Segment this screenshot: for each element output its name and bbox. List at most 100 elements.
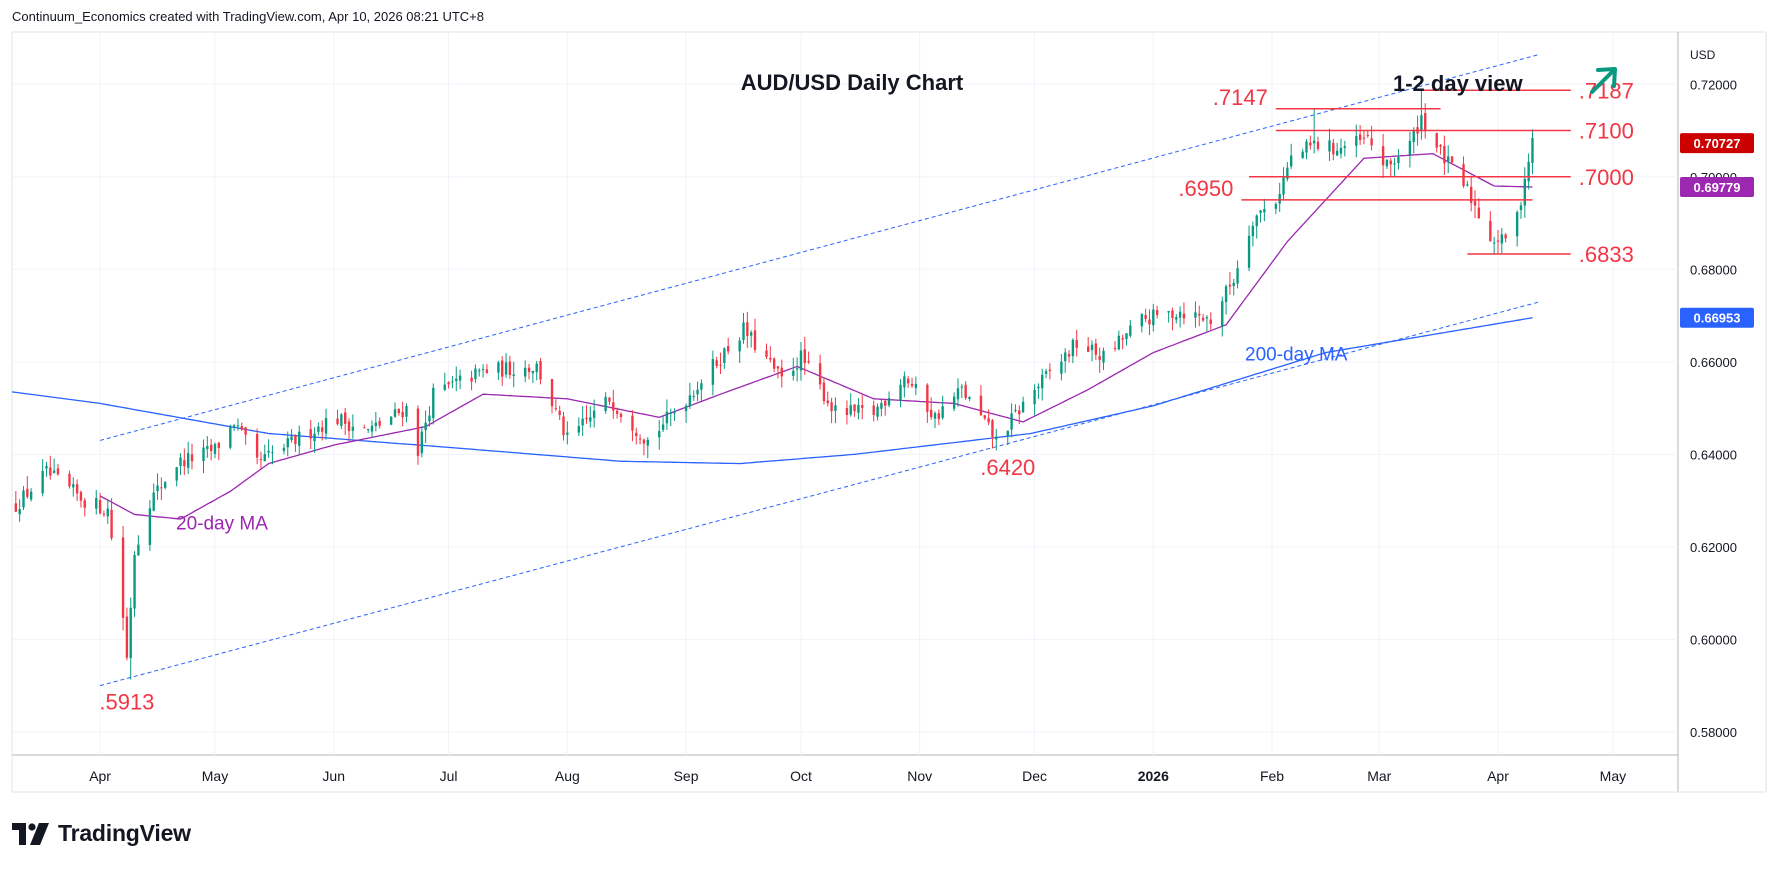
ma20-label: 20-day MA: [176, 513, 268, 534]
candle-body: [190, 454, 194, 462]
candle-body: [914, 383, 918, 388]
price-axis[interactable]: 0.58000 0.60000 0.62000 0.64000 0.66000 0.680…: [1690, 77, 1737, 740]
candle-body: [485, 369, 489, 373]
y-tick-label: 0.72000: [1690, 77, 1737, 92]
candle-body: [1140, 314, 1144, 327]
candle-body: [822, 382, 826, 402]
candle-body: [635, 432, 638, 437]
candle-body: [321, 427, 324, 432]
level-label: .6950: [1178, 176, 1233, 201]
candle-body: [1125, 333, 1128, 340]
candle-body: [1255, 215, 1258, 227]
plot-area: [12, 53, 1571, 687]
candle-body: [884, 400, 887, 406]
candle-body: [347, 421, 351, 432]
candle-body: [834, 405, 837, 411]
time-axis[interactable]: Apr May Jun Jul Aug Sep Oct Nov Dec 2026 Feb Mar Apr…: [89, 768, 1626, 784]
ma20-line: [99, 153, 1533, 520]
candle-body: [696, 389, 699, 395]
candle-body: [780, 367, 783, 377]
candle-body: [1006, 430, 1009, 437]
level-label: .7147: [1213, 85, 1268, 110]
candle-body: [1221, 301, 1224, 327]
candle-body: [26, 488, 29, 497]
candle-body: [432, 387, 435, 419]
x-tick-label: Apr: [1487, 768, 1509, 784]
candle-body: [183, 460, 186, 467]
candle-body: [684, 405, 688, 412]
candle-body: [1060, 361, 1063, 374]
candle-body: [470, 377, 473, 382]
candle-body: [148, 508, 152, 545]
candle-body: [795, 368, 799, 370]
view-label: 1-2 day view: [1393, 71, 1524, 96]
y-tick-label: 0.64000: [1690, 447, 1737, 462]
candle-body: [336, 418, 339, 425]
candle-body: [956, 388, 960, 400]
candle-body: [49, 467, 52, 476]
x-tick-label: May: [1600, 768, 1626, 784]
plot-pane[interactable]: [12, 32, 1678, 792]
candle-body: [1489, 220, 1492, 242]
candle-body: [566, 432, 569, 435]
candle-body: [968, 396, 971, 399]
candle-body: [1462, 164, 1465, 187]
candle-body: [692, 396, 695, 398]
y-tick-label: 0.58000: [1690, 725, 1737, 740]
candle-body: [344, 412, 347, 424]
candle-body: [1492, 242, 1496, 244]
candle-body: [765, 350, 768, 357]
candle-body: [887, 398, 891, 406]
candle-body: [1247, 235, 1251, 268]
candle-body: [1450, 156, 1454, 163]
currency-label: USD: [1690, 48, 1716, 62]
ma200-label: 200-day MA: [1245, 344, 1348, 365]
candle-body: [259, 458, 263, 461]
candle-body: [366, 428, 370, 431]
x-tick-label: Jul: [440, 768, 458, 784]
candle-body: [217, 442, 221, 449]
candle-body: [995, 436, 998, 440]
candle-body: [41, 470, 44, 494]
candle-body: [665, 411, 669, 424]
candle-body: [156, 485, 159, 492]
logo-text: TradingView: [58, 820, 191, 846]
candle-body: [1473, 200, 1477, 206]
candle-body: [727, 346, 730, 352]
candle-body: [769, 358, 772, 360]
candle-body: [1408, 140, 1412, 155]
price-tags: 0.70727 0.69779 0.66953: [1680, 133, 1754, 328]
candle-body: [458, 375, 462, 381]
candle-body: [1037, 386, 1040, 389]
candle-body: [179, 457, 182, 466]
candle-body: [876, 406, 879, 417]
candle-body: [638, 438, 642, 440]
candle-body: [1048, 369, 1052, 372]
candle-body: [1278, 193, 1281, 204]
x-tick-label: Nov: [907, 768, 932, 784]
candle-body: [29, 491, 33, 500]
level-label: .7100: [1579, 119, 1634, 144]
price-tag-box: [1680, 133, 1754, 154]
candle-body: [389, 416, 393, 425]
ma200-line: [12, 317, 1533, 465]
tradingview-logo[interactable]: TradingView: [12, 820, 191, 847]
candle-body: [1358, 134, 1362, 141]
tradingview-logo-icon: [12, 822, 49, 845]
candle-body: [164, 482, 167, 488]
candle-body: [1148, 319, 1151, 325]
candle-body: [531, 371, 535, 374]
candle-body: [1309, 142, 1312, 146]
candle-body: [1041, 374, 1044, 389]
y-tick-label: 0.60000: [1690, 632, 1737, 647]
candle-body: [1224, 286, 1228, 303]
candle-body: [753, 330, 757, 350]
candle-body: [401, 411, 404, 418]
candle-body: [1523, 178, 1526, 206]
candle-body: [22, 490, 25, 508]
candle-body: [504, 362, 508, 375]
chart-header-credit: Continuum_Economics created with Trading…: [12, 9, 484, 24]
candle-body: [1236, 268, 1239, 284]
candle-body: [232, 425, 236, 428]
